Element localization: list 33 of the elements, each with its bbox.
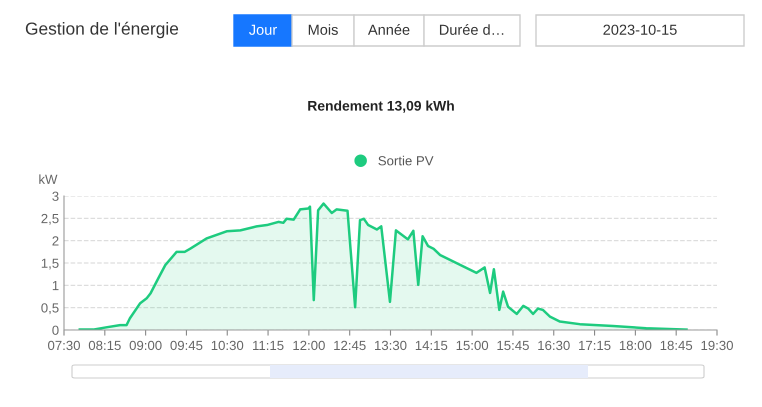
y-tick-label: 0 — [52, 326, 59, 335]
chart-subtitle: Rendement 13,09 kWh — [308, 100, 454, 113]
x-tick-label: 12:00 — [293, 340, 325, 350]
y-tick-label: 3 — [52, 192, 59, 201]
text: Durée d… — [440, 24, 504, 35]
x-tick-label: 11:15 — [253, 340, 284, 350]
x-tick-label: 15:00 — [456, 340, 488, 350]
x-tick-label: 07:30 — [48, 340, 80, 350]
x-tick-label: 18:45 — [660, 340, 692, 350]
chart-title: Gestion de l'énergie — [26, 22, 178, 38]
x-tick-label: 08:15 — [88, 340, 121, 350]
x-tick-label: 14:15 — [416, 340, 448, 350]
y-tick-label: 1 — [52, 281, 58, 290]
x-tick-label: 18:00 — [620, 340, 652, 350]
y-tick-label: 2,5 — [41, 214, 59, 225]
text: Mois — [308, 24, 338, 35]
x-tick-label: 10:30 — [212, 340, 244, 350]
x-tick-label: 15:45 — [497, 340, 529, 350]
x-tick-label: 17:15 — [579, 340, 611, 350]
x-tick-label: 13:30 — [375, 340, 406, 350]
x-tick-label: 09:45 — [170, 340, 202, 350]
y-axis-title: kW — [39, 174, 58, 184]
x-tick-label: 16:30 — [538, 340, 570, 350]
x-tick-label: 19:30 — [702, 340, 733, 350]
text: Jour — [249, 24, 277, 35]
y-tick-label: 1,5 — [42, 258, 59, 270]
legend-label: Sortie PV — [378, 156, 434, 166]
y-tick-label: 2 — [52, 236, 58, 246]
x-tick-label: 12:45 — [334, 340, 366, 350]
text: 2023-10-15 — [603, 24, 677, 35]
x-tick-label: 09:00 — [130, 340, 162, 350]
y-tick-label: 0,5 — [41, 303, 59, 314]
text: Année — [368, 24, 410, 35]
